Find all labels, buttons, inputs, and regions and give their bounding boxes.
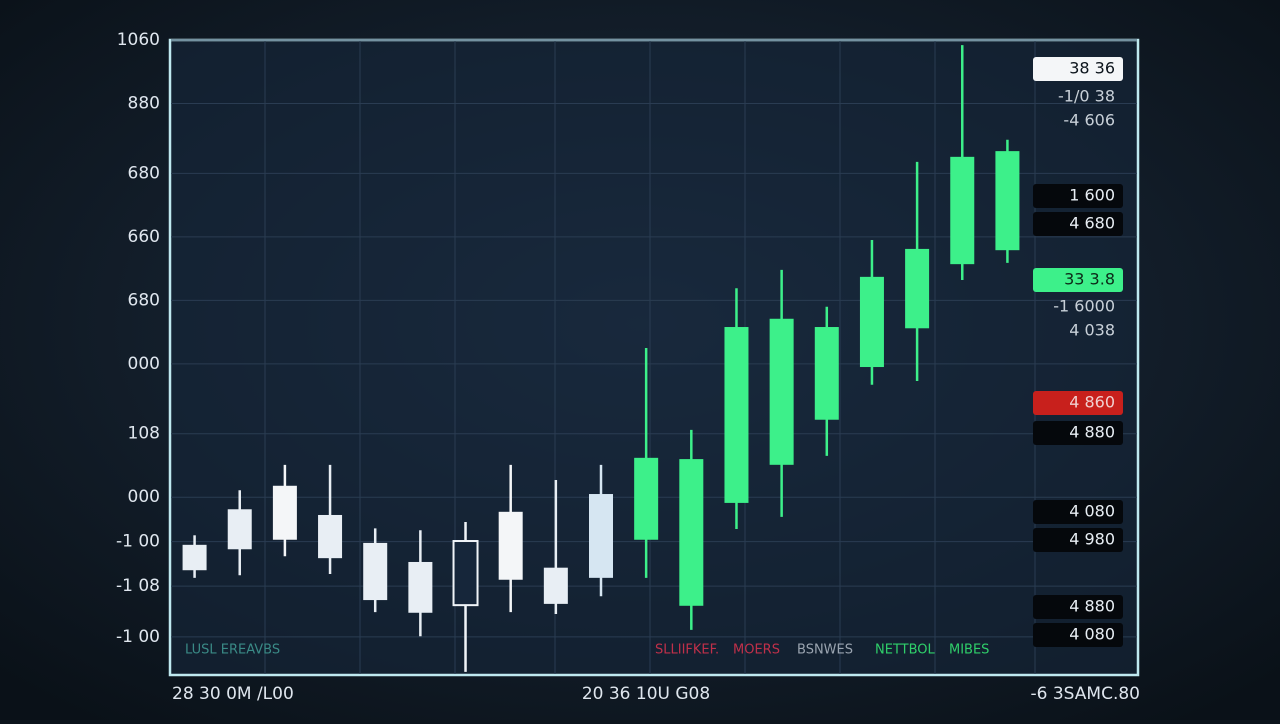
legend-text: NETTBOL <box>875 643 936 658</box>
y-tick-label: 680 <box>128 163 160 183</box>
candle-body <box>995 151 1020 251</box>
candle-body <box>543 567 568 604</box>
candle-body <box>859 276 884 368</box>
price-tag <box>1033 623 1123 647</box>
y-tick-label: 680 <box>128 290 160 310</box>
price-tag <box>1033 184 1123 208</box>
price-tag-text: 1 600 <box>1069 186 1115 205</box>
price-tag <box>1033 268 1123 292</box>
candle-body <box>589 494 613 578</box>
price-tag-text: 4 880 <box>1069 597 1115 616</box>
candle-body <box>272 485 297 540</box>
price-tag-text: 4 080 <box>1069 625 1115 644</box>
price-tag <box>1033 421 1123 445</box>
price-tag-text: 4 860 <box>1069 393 1115 412</box>
legend-text: MOERS <box>733 643 780 658</box>
candle-body <box>227 509 252 550</box>
legend-text: BSNWES <box>797 643 853 658</box>
price-tag-text: 4 038 <box>1069 321 1115 340</box>
price-tag-text: -1 6000 <box>1053 297 1115 316</box>
plot-frame <box>168 38 1140 677</box>
x-label: -6 3SAMC.80 <box>1031 684 1140 704</box>
price-tag <box>1033 595 1123 619</box>
candle-body <box>634 457 659 540</box>
candle-body <box>363 542 388 601</box>
x-label: 20 36 10U G08 <box>582 684 710 704</box>
candle-body <box>679 459 704 606</box>
y-tick-label: 000 <box>128 487 160 507</box>
price-tag-text: 4 080 <box>1069 502 1115 521</box>
candle-body <box>498 511 523 580</box>
candle-body <box>182 544 207 571</box>
price-tag-text: 38 36 <box>1069 59 1115 78</box>
candle-body <box>408 561 433 613</box>
candle-body <box>452 540 479 607</box>
legend-text: LUSL EREAVBS <box>185 643 280 658</box>
candle-body <box>905 248 930 329</box>
price-tag <box>1033 391 1123 415</box>
legend-text: SLLIIFKEF. <box>655 643 719 658</box>
y-tick-label: -1 00 <box>116 627 160 647</box>
price-tag-text: 4 680 <box>1069 214 1115 233</box>
price-tag-text: 4 980 <box>1069 530 1115 549</box>
legend-text: MIBES <box>949 643 989 658</box>
price-tag <box>1033 528 1123 552</box>
y-tick-label: -1 00 <box>116 532 160 552</box>
y-tick-label: 108 <box>128 424 160 444</box>
candle-body <box>769 318 794 465</box>
y-tick-label: 1060 <box>117 30 160 50</box>
price-tag-text: 4 880 <box>1069 423 1115 442</box>
candle-body <box>814 327 839 420</box>
price-tag-text: -1/0 38 <box>1058 87 1115 106</box>
price-tag <box>1033 212 1123 236</box>
x-label: 28 30 0M /L00 <box>172 684 294 704</box>
price-tag <box>1033 57 1123 81</box>
candle-body <box>318 514 343 559</box>
price-tag <box>1033 500 1123 524</box>
price-tag-text: -4 606 <box>1063 111 1115 130</box>
candle-body <box>724 327 749 503</box>
y-tick-label: 660 <box>128 227 160 247</box>
y-tick-label: 880 <box>128 94 160 114</box>
candle-body <box>950 156 975 265</box>
y-tick-label: 000 <box>128 354 160 374</box>
y-tick-label: -1 08 <box>116 576 160 596</box>
price-tag-text: 33 3.8 <box>1064 270 1115 289</box>
